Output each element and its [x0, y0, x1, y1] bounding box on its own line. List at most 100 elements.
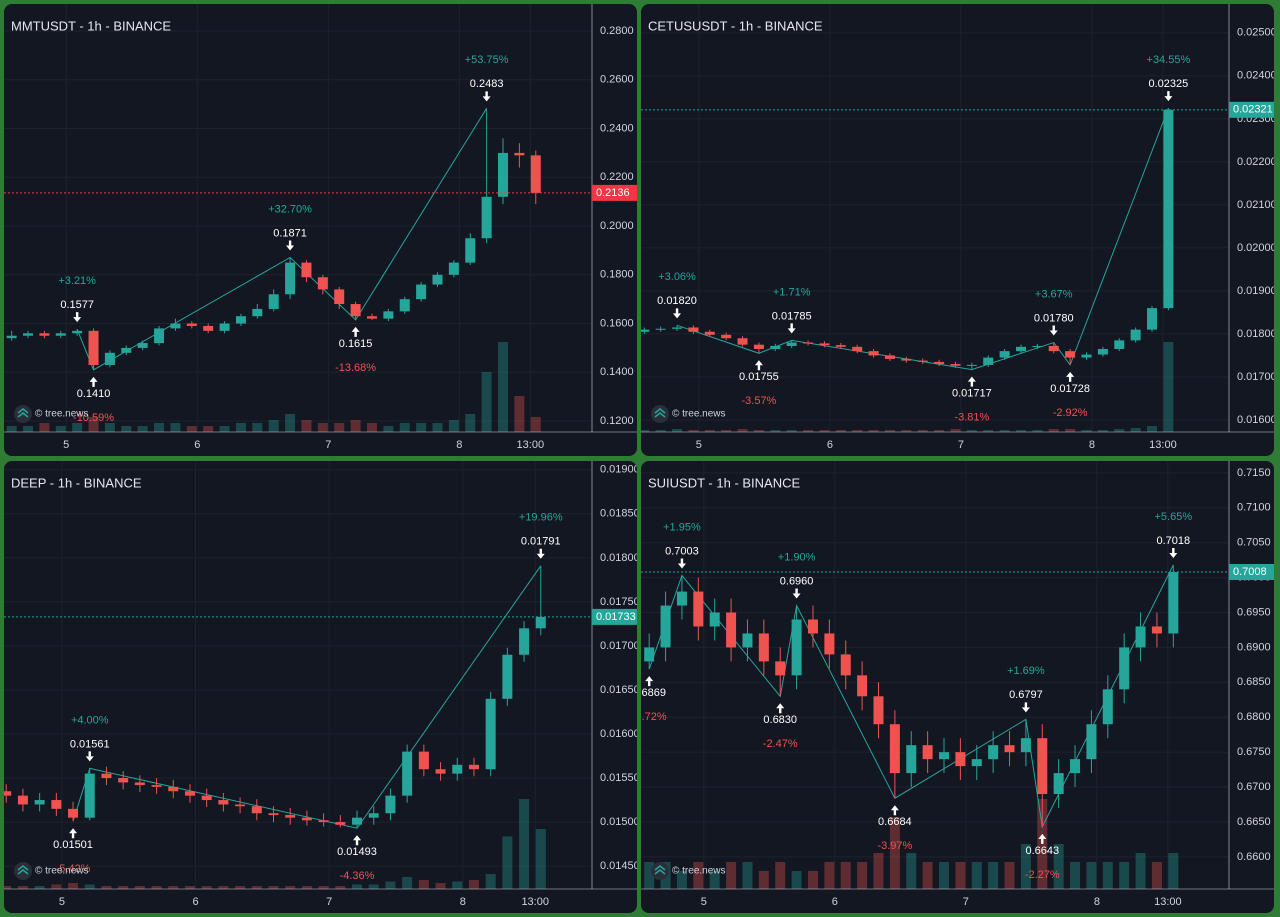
candle-body: [770, 345, 781, 349]
last-price-label: 0.01733: [596, 611, 636, 623]
pivot-price-label: 0.2483: [470, 78, 504, 90]
pivot-price-label: 0.01791: [521, 536, 561, 548]
volume-bar: [502, 836, 513, 889]
pivot-change-label: -3.97%: [877, 840, 912, 852]
volume-bar: [840, 862, 851, 889]
watermark: © tree.news: [35, 409, 89, 420]
y-tick-label: 0.01450: [600, 860, 637, 872]
x-tick-label: 13:00: [517, 439, 545, 451]
volume-bar: [950, 429, 961, 432]
y-tick-label: 0.01550: [600, 772, 637, 784]
watermark-logo: [651, 405, 669, 423]
chart-title: MMTUSDT - 1h - BINANCE: [11, 18, 171, 33]
volume-bar: [170, 423, 181, 432]
candle-body: [660, 605, 671, 648]
candle-body: [368, 813, 379, 818]
pivot-change-label: +32.70%: [268, 203, 312, 215]
pivot-price-label: 0.02325: [1149, 78, 1189, 90]
volume-bar: [251, 886, 262, 889]
volume-bar: [101, 886, 112, 889]
y-tick-label: 0.2600: [600, 74, 634, 86]
volume-bar: [753, 430, 764, 432]
volume-bar: [917, 430, 928, 432]
zigzag-line: [648, 564, 1174, 829]
volume-bar: [366, 423, 377, 432]
volume-bar: [758, 871, 769, 889]
candle-body: [39, 333, 50, 336]
volume-bar: [742, 862, 753, 889]
candle-body: [1053, 773, 1064, 795]
candle-body: [350, 304, 361, 317]
volume-bar: [219, 426, 230, 432]
pivot-change-label: +1.71%: [773, 286, 811, 298]
volume-bar: [824, 862, 835, 889]
volume-bar: [676, 871, 687, 889]
volume-bar: [1065, 429, 1076, 432]
volume-bar: [51, 884, 62, 889]
x-tick-label: 7: [958, 439, 964, 451]
pivot-change-label: -13.68%: [335, 362, 376, 374]
volume-bar: [693, 862, 704, 889]
x-tick-label: 8: [460, 896, 466, 908]
last-price-badge: [592, 184, 637, 201]
pivot-arrow: [1038, 833, 1047, 844]
x-tick-label: 13:00: [1154, 896, 1182, 908]
volume-bar: [318, 886, 329, 889]
candle-body: [4, 791, 12, 796]
y-tick-label: 0.2400: [600, 122, 634, 134]
volume-bar: [335, 886, 346, 889]
volume-bar: [186, 426, 197, 432]
candle-body: [51, 800, 62, 809]
candle-body: [34, 800, 45, 805]
candle-body: [1032, 345, 1043, 347]
volume-bar: [1004, 862, 1015, 889]
chart-panel: 0.01600 0.01700 0.01800 0.01900 0.02000 0.021…: [641, 4, 1274, 456]
pivot-arrow: [1066, 371, 1075, 382]
candle-body: [655, 328, 666, 330]
pivot-price-label: 0.01755: [739, 371, 779, 383]
pivot-arrow: [89, 376, 98, 387]
pivot-arrow: [1021, 702, 1030, 713]
candle-body: [753, 344, 764, 349]
volume-bar: [1037, 799, 1048, 889]
candle-body: [435, 769, 446, 774]
candle-body: [934, 361, 945, 365]
candle-body: [399, 299, 410, 312]
y-tick-label: 0.01850: [600, 508, 637, 520]
candle-body: [988, 745, 999, 760]
candle-body: [535, 616, 546, 629]
candle-body: [514, 152, 525, 156]
candle-body: [999, 351, 1010, 358]
candle-body: [966, 364, 977, 366]
candle-body: [383, 311, 394, 319]
candle-body: [1168, 572, 1179, 634]
y-tick-label: 0.01650: [600, 684, 637, 696]
y-tick-label: 0.01500: [600, 816, 637, 828]
pivot-arrow: [677, 558, 686, 569]
candle-body: [1020, 738, 1031, 753]
candle-body: [983, 357, 994, 365]
volume-bar: [901, 430, 912, 432]
x-tick-label: 5: [701, 896, 707, 908]
candle-body: [641, 329, 650, 332]
volume-bar: [1032, 430, 1043, 432]
volume-bar: [971, 862, 982, 889]
volume-bar: [934, 430, 945, 432]
candle-body: [688, 327, 699, 332]
pivot-change-label: -3.57%: [741, 395, 776, 407]
x-tick-label: 6: [192, 896, 198, 908]
candle-body: [1130, 329, 1141, 341]
y-tick-label: 0.6750: [1237, 746, 1271, 758]
y-tick-label: 0.7100: [1237, 502, 1271, 514]
chart-title: DEEP - 1h - BINANCE: [11, 475, 142, 490]
volume-bar: [983, 430, 994, 432]
candle-body: [6, 335, 17, 339]
volume-bar: [468, 880, 479, 889]
candle-body: [737, 338, 748, 345]
watermark: © tree.news: [672, 409, 726, 420]
volume-bar: [1053, 844, 1064, 889]
pivot-price-label: 0.01493: [337, 846, 377, 858]
pivot-price-label: 0.01785: [772, 310, 812, 322]
y-tick-label: 0.6800: [1237, 711, 1271, 723]
x-tick-label: 8: [1094, 896, 1100, 908]
